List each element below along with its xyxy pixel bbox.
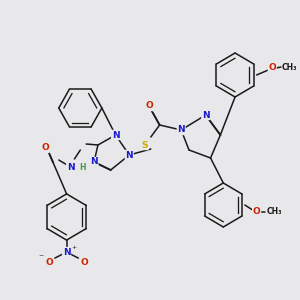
Text: CH₃: CH₃ <box>282 62 298 71</box>
Text: N: N <box>177 125 185 134</box>
Text: N: N <box>67 163 74 172</box>
Text: H: H <box>79 163 86 172</box>
Text: +: + <box>71 244 77 250</box>
Text: O: O <box>268 64 276 73</box>
Text: N: N <box>112 130 119 140</box>
Text: O: O <box>80 258 88 267</box>
Text: O: O <box>41 143 49 152</box>
Text: O: O <box>146 101 154 110</box>
Text: N: N <box>202 110 209 119</box>
Text: ⁻: ⁻ <box>39 253 44 263</box>
Text: O: O <box>45 258 53 267</box>
Text: N: N <box>125 151 133 160</box>
Text: N: N <box>63 248 70 256</box>
Text: CH₃: CH₃ <box>266 208 282 217</box>
Text: O: O <box>253 208 260 217</box>
Text: N: N <box>90 158 98 166</box>
Text: S: S <box>142 140 148 149</box>
